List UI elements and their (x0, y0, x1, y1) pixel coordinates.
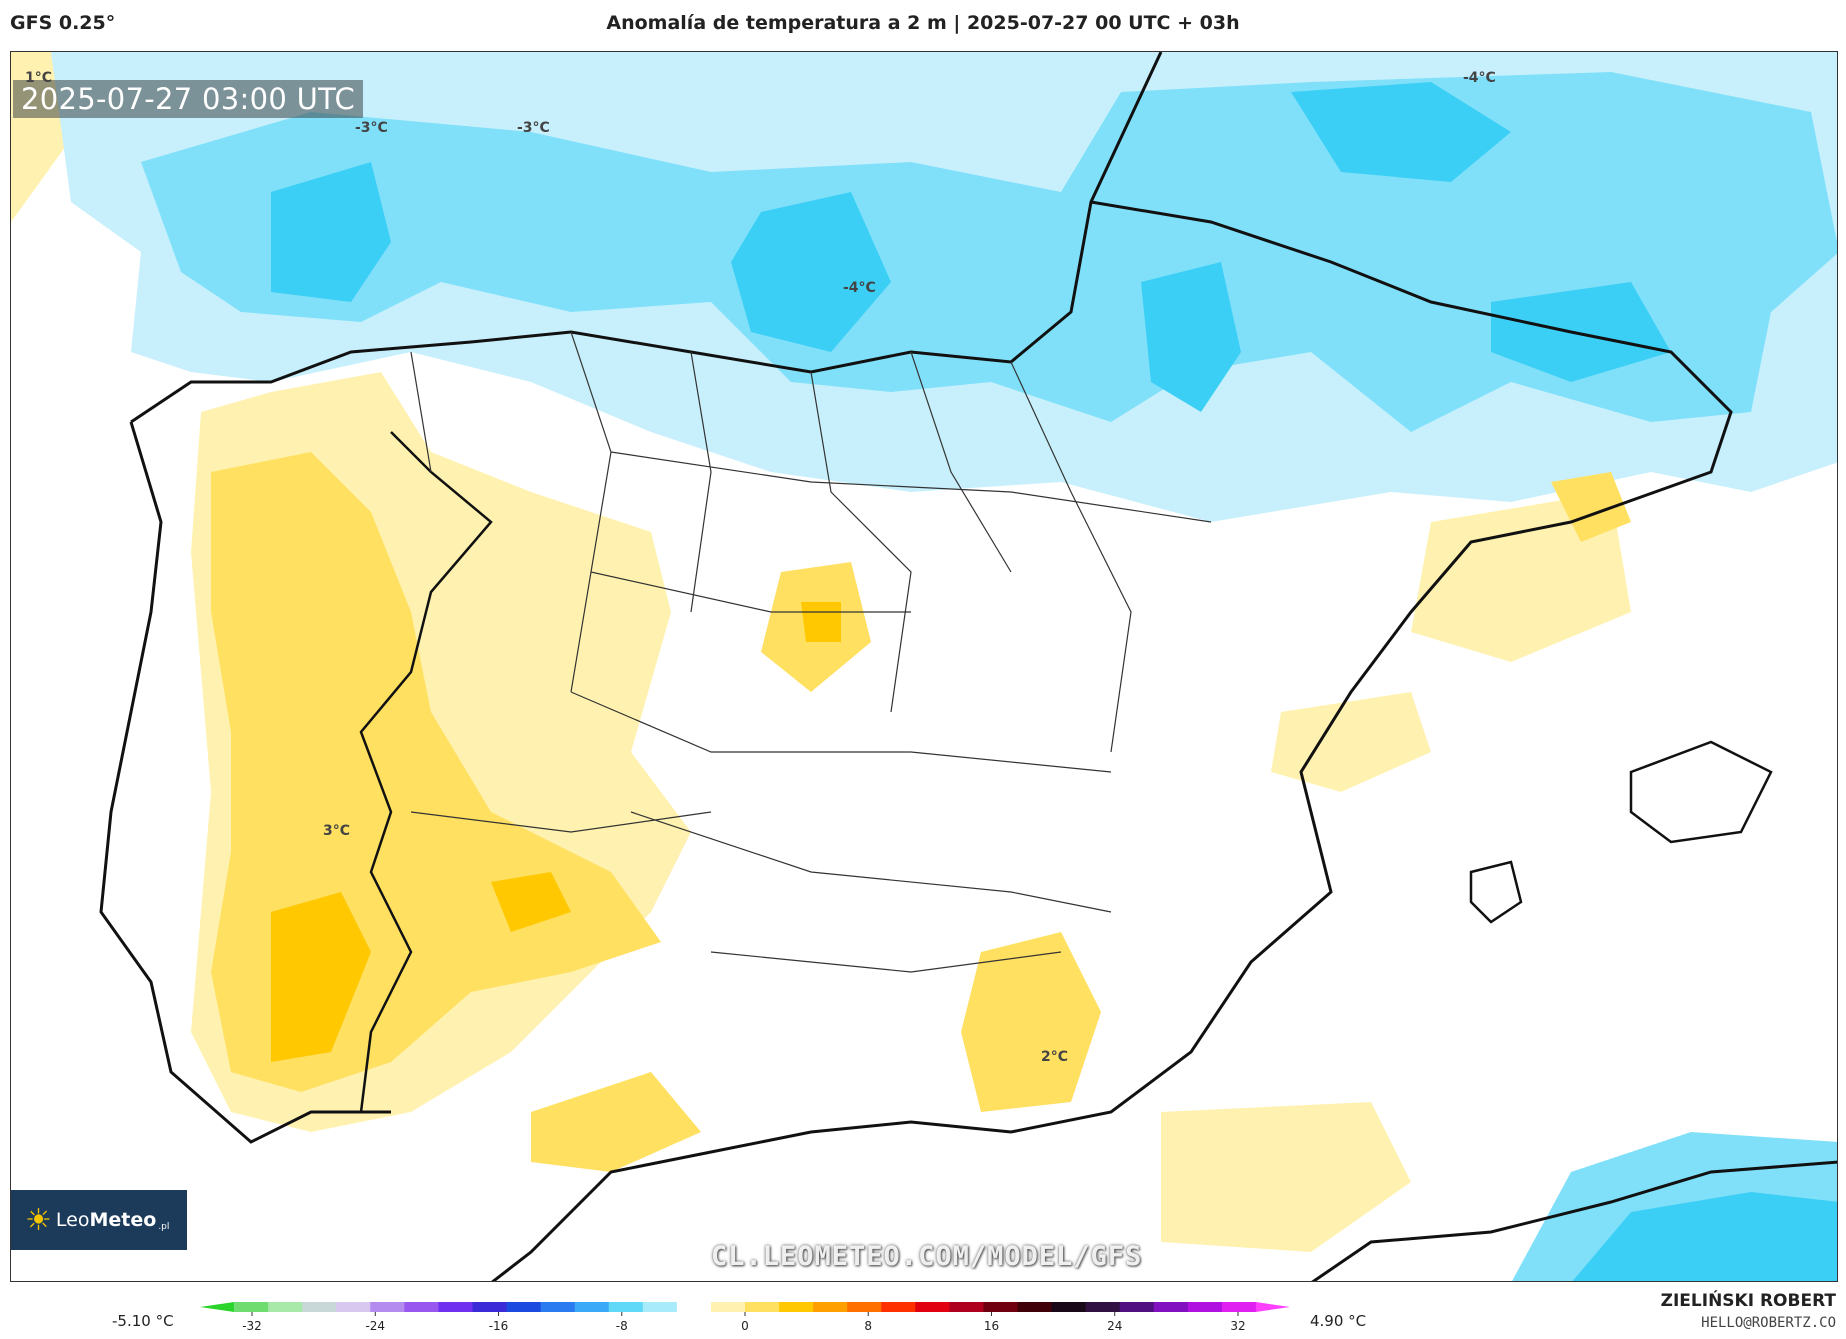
colorbar-tick-label: 24 (1107, 1319, 1122, 1333)
colorbar-segment (268, 1302, 303, 1312)
colorbar-max-label: 4.90 °C (1310, 1312, 1367, 1330)
colorbar-segment (200, 1302, 235, 1312)
map-title: Anomalía de temperatura a 2 m | 2025-07-… (606, 12, 1240, 34)
colorbar-segment (302, 1302, 337, 1312)
author-name: ZIELIŃSKI ROBERT (1660, 1291, 1836, 1311)
anomaly-map (11, 52, 1837, 1281)
colorbar-segment (881, 1302, 916, 1312)
colorbar-segment (1221, 1302, 1257, 1312)
colorbar-segment (438, 1302, 473, 1312)
colorbar-segment (710, 1302, 746, 1312)
contour-label: -4°C (843, 280, 876, 296)
colorbar-min-label: -5.10 °C (112, 1312, 174, 1330)
colorbar-segment (779, 1302, 814, 1312)
colorbar-segment (949, 1302, 984, 1312)
contour-label: 3°C (323, 823, 351, 839)
colorbar-segment (745, 1302, 780, 1312)
colorbar-tick-label: -24 (365, 1319, 385, 1333)
leometeo-logo[interactable]: ☀ Leo Meteo .pl (11, 1190, 187, 1250)
colorbar-scale: -32 -24 -16 -8 0 8 16 24 32 (200, 1302, 1290, 1333)
colorbar-segment (1051, 1302, 1087, 1312)
colorbar-segment (1255, 1302, 1290, 1312)
colorbar-segment (1119, 1302, 1155, 1312)
contour-label: -4°C (1463, 70, 1496, 86)
colorbar-segment (574, 1302, 610, 1312)
colorbar-segment (608, 1302, 644, 1312)
colorbar-tick-label: -32 (242, 1319, 262, 1333)
contour-label: -3°C (517, 120, 550, 136)
colorbar-segment (847, 1302, 882, 1312)
colorbar-segment (404, 1302, 439, 1312)
colorbar-segment (676, 1302, 712, 1312)
colorbar-segment (813, 1302, 848, 1312)
colorbar-tick-label: 0 (741, 1319, 749, 1333)
colorbar-segment (540, 1302, 576, 1312)
logo-light-text: Leo (55, 1209, 90, 1231)
contour-label: 2°C (1041, 1049, 1069, 1065)
site-watermark: CL.LEOMETEO.COM/MODEL/GFS (711, 1241, 1143, 1272)
map-panel[interactable]: 2025-07-27 03:00 UTC 1°C -3°C -3°C -4°C … (10, 51, 1838, 1282)
colorbar-segment (336, 1302, 371, 1312)
colorbar-tick-label: 8 (864, 1319, 872, 1333)
colorbar-tick-label: 16 (984, 1319, 999, 1333)
contour-label: -3°C (355, 120, 388, 136)
colorbar-segment (472, 1302, 508, 1312)
colorbar-segment (642, 1302, 678, 1312)
model-name: GFS 0.25° (10, 12, 116, 34)
colorbar-segment (915, 1302, 950, 1312)
contour-label: 1°C (25, 70, 53, 86)
colorbar: -5.10 °C -32 -24 -16 -8 0 8 16 24 32 4.90 °C (0, 1290, 1846, 1339)
colorbar-segment (1017, 1302, 1053, 1312)
colorbar-segment (1187, 1302, 1223, 1312)
colorbar-segment (370, 1302, 405, 1312)
colorbar-segment (506, 1302, 542, 1312)
valid-time-label: 2025-07-27 03:00 UTC (13, 80, 364, 118)
colorbar-segment (234, 1302, 269, 1312)
colorbar-segment (983, 1302, 1018, 1312)
colorbar-segment (1085, 1302, 1121, 1312)
colorbar-tick-label: 32 (1230, 1319, 1245, 1333)
colorbar-tick-label: -16 (489, 1319, 509, 1333)
colorbar-tick-label: -8 (616, 1319, 628, 1333)
logo-bold-text: Meteo (89, 1209, 157, 1231)
author-email[interactable]: HELLO@ROBERTZ.CO (1701, 1315, 1836, 1331)
logo-suffix: .pl (158, 1222, 170, 1232)
colorbar-segment (1153, 1302, 1189, 1312)
sun-icon: ☀ (25, 1202, 52, 1238)
